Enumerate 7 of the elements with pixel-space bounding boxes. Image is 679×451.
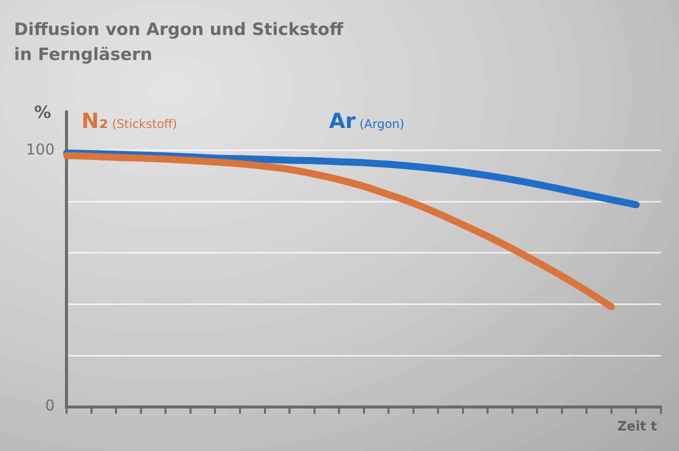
chart-title: Diffusion von Argon und Stickstoff in Ferngläsern: [14, 19, 344, 67]
series-label: N₂ (Stickstoff): [81, 109, 178, 133]
y-axis-title: %: [34, 102, 52, 123]
y-tick-label: 0: [45, 396, 55, 415]
x-axis-title: Zeit t: [617, 420, 657, 435]
series-label: Ar (Argon): [329, 109, 404, 133]
y-tick-label: 100: [26, 140, 55, 158]
